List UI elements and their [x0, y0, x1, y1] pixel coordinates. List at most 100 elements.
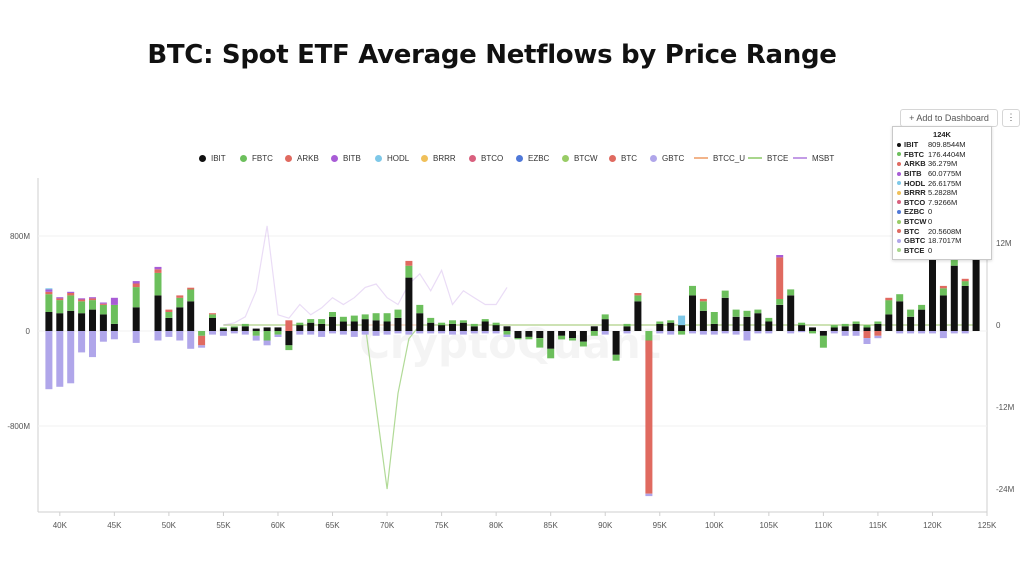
bar-gbtc: [841, 331, 849, 336]
bar-fbtc: [318, 319, 326, 324]
legend-label: IBIT: [211, 153, 226, 163]
bar-gbtc: [307, 331, 315, 335]
bar-gbtc: [350, 331, 358, 337]
bar-fbtc: [285, 345, 293, 351]
bar-ibit: [187, 301, 195, 331]
x-tick-label: 80K: [489, 521, 504, 530]
bar-ibit: [416, 313, 424, 331]
legend-item-msbt[interactable]: MSBT: [793, 151, 834, 165]
legend-item-btcc_u[interactable]: BTCC_U: [694, 151, 745, 165]
tooltip-series-name: GBTC: [904, 236, 926, 246]
chart-menu-button[interactable]: ⋮: [1002, 109, 1020, 127]
line-series-msbt: [223, 225, 508, 326]
tooltip-series-name: BITB: [904, 169, 922, 179]
bar-ibit: [776, 304, 784, 331]
x-tick-label: 120K: [923, 521, 942, 530]
bar-gbtc: [219, 331, 227, 336]
bar-fbtc: [209, 314, 216, 318]
bar-gbtc: [438, 331, 446, 334]
bar-fbtc: [699, 301, 707, 311]
tooltip-title: 124K: [933, 130, 951, 139]
bar-arkb: [285, 320, 293, 331]
bar-bitb: [99, 302, 107, 304]
tooltip-swatch: [897, 152, 901, 157]
tooltip-series-name: BTCO: [904, 197, 926, 207]
legend-item-fbtc[interactable]: FBTC: [240, 151, 273, 165]
tooltip-row: BITB 60.0775M: [893, 169, 991, 179]
y-left-tick-label: -800M: [7, 422, 30, 431]
bar-fbtc: [132, 287, 140, 308]
legend-item-ezbc[interactable]: EZBC: [516, 151, 549, 165]
bar-ibit: [961, 285, 969, 331]
bar-arkb: [776, 257, 784, 299]
tooltip-series-name: BTCW: [904, 217, 927, 227]
bar-ibit: [754, 313, 762, 331]
bar-fbtc: [721, 290, 729, 298]
bar-ibit: [165, 317, 173, 331]
bar-ibit: [285, 331, 293, 346]
legend-item-bitb[interactable]: BITB: [331, 151, 361, 165]
legend-item-btco[interactable]: BTCO: [469, 151, 503, 165]
x-tick-label: 125K: [978, 521, 997, 530]
bar-fbtc: [165, 312, 173, 318]
x-tick-label: 75K: [434, 521, 449, 530]
bar-gbtc: [710, 331, 718, 335]
tooltip-series-name: EZBC: [904, 207, 925, 217]
bar-fbtc: [656, 321, 664, 324]
legend-item-btce[interactable]: BTCE: [748, 151, 788, 165]
x-tick-label: 110K: [814, 521, 833, 530]
legend-item-brrr[interactable]: BRRR: [421, 151, 456, 165]
bar-arkb: [634, 293, 642, 296]
bar-gbtc: [874, 335, 882, 339]
bar-ibit: [427, 322, 435, 331]
bar-bitb: [67, 291, 75, 293]
bar-gbtc: [372, 331, 380, 336]
bar-fbtc: [252, 331, 260, 336]
bar-fbtc: [241, 323, 249, 327]
tooltip-row: BTC 20.5608M: [893, 226, 991, 236]
bar-gbtc: [961, 331, 969, 334]
bar-fbtc: [339, 316, 347, 322]
bar-arkb: [645, 340, 653, 494]
bar-ibit: [45, 312, 53, 331]
bar-gbtc: [699, 331, 707, 335]
tooltip-series-value: 18.7017M: [928, 236, 962, 246]
bar-fbtc: [307, 319, 315, 323]
tooltip-swatch: [897, 142, 901, 147]
bar-ibit: [405, 277, 413, 331]
legend-item-btc[interactable]: BTC: [609, 151, 637, 165]
bar-ibit: [110, 323, 118, 331]
legend-item-gbtc[interactable]: GBTC: [650, 151, 684, 165]
x-tick-label: 85K: [544, 521, 559, 530]
bar-ibit: [154, 295, 162, 331]
legend-item-btcw[interactable]: BTCW: [562, 151, 598, 165]
bar-arkb: [45, 291, 53, 295]
bar-fbtc: [514, 338, 522, 340]
bar-ibit: [263, 327, 271, 331]
legend-item-arkb[interactable]: ARKB: [285, 151, 319, 165]
tooltip-row: BTCE 0: [893, 246, 991, 256]
bar-fbtc: [296, 322, 304, 326]
tooltip-row: EZBC 0: [893, 207, 991, 217]
bar-ibit: [699, 310, 707, 331]
bar-gbtc: [110, 331, 118, 340]
legend-label: BITB: [343, 153, 361, 163]
x-tick-label: 50K: [162, 521, 177, 530]
legend-item-ibit[interactable]: IBIT: [199, 151, 226, 165]
tooltip-row: ARKB 36.279M: [893, 159, 991, 169]
legend-label: MSBT: [812, 153, 835, 163]
bar-fbtc: [743, 310, 751, 317]
bar-fbtc: [961, 281, 969, 286]
bar-fbtc: [874, 321, 882, 324]
x-tick-label: 40K: [53, 521, 68, 530]
bar-gbtc: [263, 340, 271, 346]
legend-item-hodl[interactable]: HODL: [375, 151, 409, 165]
bar-gbtc: [896, 331, 904, 334]
bar-fbtc: [885, 300, 893, 315]
tooltip-series-value: 5.2828M: [928, 188, 958, 198]
bar-ibit: [339, 321, 347, 331]
tooltip-series-value: 20.5608M: [928, 226, 962, 236]
bar-gbtc: [45, 331, 53, 390]
bar-gbtc: [416, 331, 424, 334]
bar-ibit: [863, 327, 871, 331]
